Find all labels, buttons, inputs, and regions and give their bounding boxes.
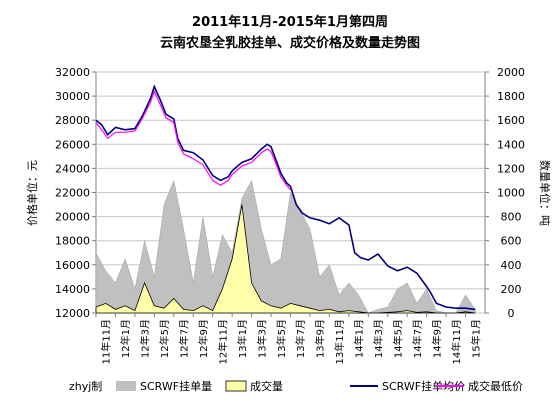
legend-label-1: 成交量 bbox=[250, 379, 283, 393]
y-left-tick-4: 20000 bbox=[55, 211, 90, 224]
y-left-tick-6: 24000 bbox=[55, 162, 90, 175]
legend-swatch-1 bbox=[225, 380, 247, 392]
chart-title: 2011年11月-2015年1月第四周 bbox=[192, 14, 388, 30]
x-tick-11: 13年9月 bbox=[314, 319, 327, 358]
x-tick-16: 14年7月 bbox=[411, 319, 424, 358]
series-1-area bbox=[95, 204, 476, 314]
x-tick-19: 15年1月 bbox=[469, 319, 482, 358]
y-left-tick-8: 28000 bbox=[55, 114, 90, 127]
x-tick-4: 12年7月 bbox=[178, 319, 191, 358]
x-tick-5: 12年9月 bbox=[197, 319, 210, 358]
x-tick-10: 13年7月 bbox=[294, 319, 307, 358]
legend-label-3: 成交最低价 bbox=[468, 379, 523, 393]
x-tick-12: 13年11月 bbox=[333, 319, 346, 364]
series-3-line bbox=[95, 89, 291, 191]
legend-label-2: SCRWF挂单均价 bbox=[382, 379, 465, 393]
y-right-tick-3: 600 bbox=[501, 235, 522, 248]
y-right-tick-5: 1000 bbox=[497, 187, 525, 200]
series-layer bbox=[95, 84, 476, 314]
y-right-tick-9: 1800 bbox=[497, 90, 525, 103]
footer-note: zhyj制 bbox=[69, 380, 102, 393]
y-axis-right-label: 数量单位：吨 bbox=[538, 160, 552, 226]
y-left-tick-9: 30000 bbox=[55, 90, 90, 103]
y-left-tick-10: 32000 bbox=[55, 66, 90, 79]
x-tick-3: 12年5月 bbox=[158, 319, 171, 358]
x-tick-18: 14年11月 bbox=[450, 319, 463, 364]
y-left-tick-0: 12000 bbox=[55, 307, 90, 320]
y-right-tick-8: 1600 bbox=[497, 114, 525, 127]
y-right-tick-2: 400 bbox=[501, 259, 522, 272]
y-left-tick-7: 26000 bbox=[55, 138, 90, 151]
y-axis-right: 0 200 400 600 800 1000 1200 1400 1600 1800 2000 bbox=[485, 66, 525, 320]
x-axis: 11年11月 12年1月 12年3月 12年5月 12年7月 12年9月 12年11月 13年… bbox=[95, 313, 482, 364]
x-tick-14: 14年3月 bbox=[372, 319, 385, 358]
x-tick-2: 12年3月 bbox=[139, 319, 152, 358]
y-right-tick-6: 1200 bbox=[497, 162, 525, 175]
x-tick-9: 13年5月 bbox=[275, 319, 288, 358]
chart-subtitle: 云南农垦全乳胶挂单、成交价格及数量走势图 bbox=[160, 35, 420, 51]
y-left-tick-3: 18000 bbox=[55, 235, 90, 248]
y-right-tick-1: 200 bbox=[501, 283, 522, 296]
x-tick-0: 11年11月 bbox=[100, 319, 113, 364]
x-tick-1: 12年1月 bbox=[119, 319, 132, 358]
y-left-tick-5: 22000 bbox=[55, 187, 90, 200]
y-right-tick-0: 0 bbox=[508, 307, 515, 320]
x-tick-17: 14年9月 bbox=[430, 319, 443, 358]
x-tick-15: 14年5月 bbox=[392, 319, 405, 358]
legend-swatch-0 bbox=[116, 381, 136, 391]
series-2-line bbox=[95, 84, 476, 311]
y-right-tick-7: 1400 bbox=[497, 138, 525, 151]
legend-label-0: SCRWF挂单量 bbox=[140, 379, 212, 393]
y-left-tick-1: 14000 bbox=[55, 283, 90, 296]
y-right-tick-10: 2000 bbox=[497, 66, 525, 79]
x-tick-7: 13年1月 bbox=[236, 319, 249, 358]
y-right-tick-4: 800 bbox=[501, 211, 522, 224]
y-axis-left-label: 价格单位：元 bbox=[25, 160, 39, 226]
x-tick-8: 13年3月 bbox=[255, 319, 268, 358]
series-0-area bbox=[95, 179, 476, 314]
y-left-tick-2: 16000 bbox=[55, 259, 90, 272]
x-tick-13: 14年1月 bbox=[353, 319, 366, 358]
y-axis-left: 12000 14000 16000 18000 20000 22000 24000 26000… bbox=[55, 66, 96, 320]
legend: zhyj制 SCRWF挂单量 成交量 SCRWF挂单均价 成交最低价 bbox=[69, 379, 523, 393]
x-tick-6: 12年11月 bbox=[216, 319, 229, 364]
